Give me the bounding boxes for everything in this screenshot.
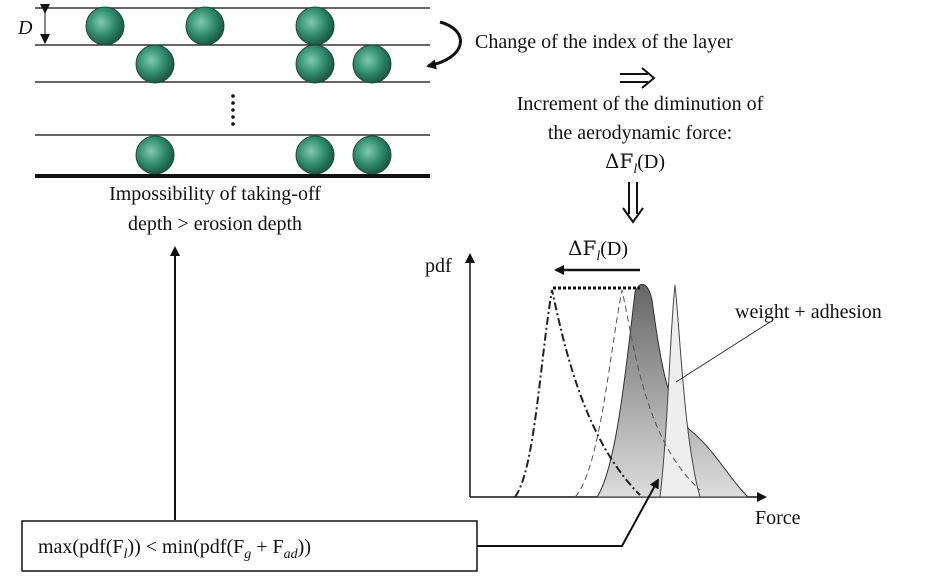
formula-sub: l (596, 249, 600, 264)
impossibility-line: Impossibility of taking-off (109, 183, 321, 205)
formula-part: ΔF (605, 149, 633, 173)
formula-part: )) < min(pdf(F (127, 536, 244, 558)
layer-label: D (17, 17, 33, 39)
change-text: Change of the index of the layer (475, 31, 733, 53)
shift-label: ΔFl(D) (568, 236, 628, 264)
formula-part: (D) (637, 151, 665, 173)
y-axis-label: pdf (425, 255, 452, 277)
formula-sub: g (244, 547, 251, 562)
delta-formula: ΔFl(D) (605, 149, 665, 177)
formula-part: max(pdf(F (38, 536, 124, 558)
formula-sub: l (633, 162, 637, 177)
condition-arrow (477, 478, 659, 547)
formula-part: )) (298, 536, 311, 558)
formula-sub: ad (284, 547, 299, 562)
ellipsis-dots (231, 94, 235, 126)
down-arrow (622, 182, 644, 224)
x-axis-label: Force (755, 507, 801, 529)
condition-box (21, 520, 478, 572)
pdf-plot (465, 253, 771, 502)
formula-sub: l (124, 547, 128, 562)
impossibility-line: depth > erosion depth (128, 213, 302, 235)
condition: max(pdf(Fl)) < min(pdf(Fg + Fad)) (38, 536, 311, 562)
particles (85, 6, 392, 175)
increment-line: Increment of the diminution of (517, 93, 764, 115)
formula-part: + F (251, 536, 283, 558)
implies-arrow (620, 67, 656, 89)
increment-line: the aerodynamic force: (548, 122, 732, 144)
formula-part: (D) (600, 238, 628, 260)
curved-arrow (426, 20, 462, 70)
formula-part: ΔF (568, 236, 596, 260)
curve-label: weight + adhesion (735, 301, 882, 323)
